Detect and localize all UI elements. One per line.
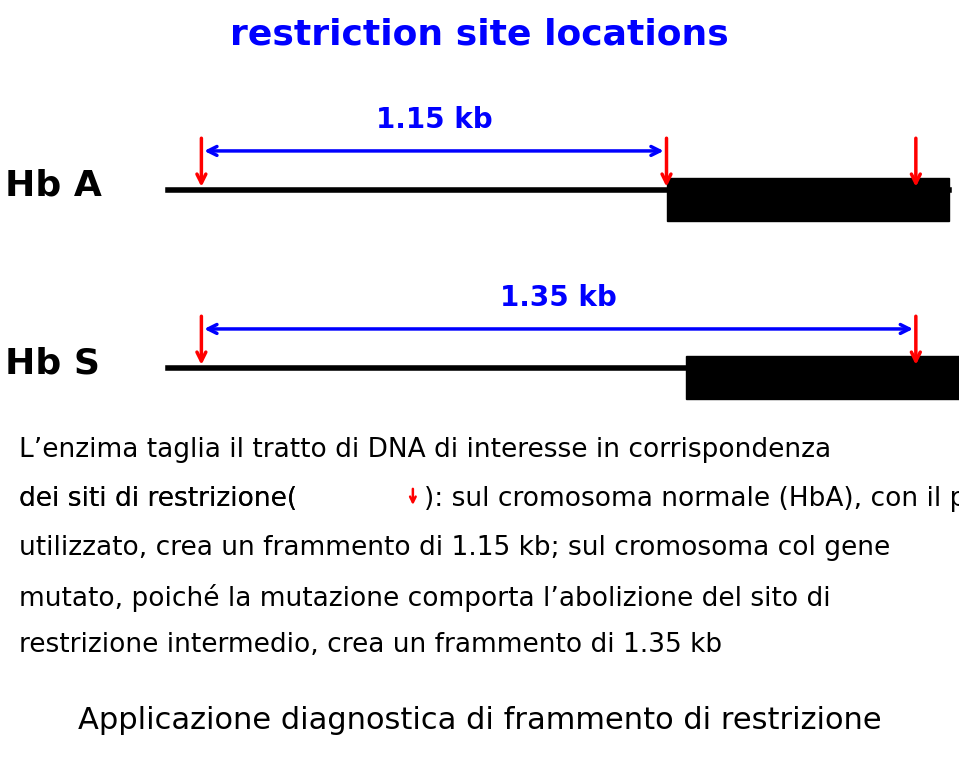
- Text: Hb S: Hb S: [5, 347, 100, 381]
- Text: restrizione intermedio, crea un frammento di 1.35 kb: restrizione intermedio, crea un framment…: [19, 632, 722, 659]
- Text: restriction site locations: restriction site locations: [230, 18, 729, 52]
- Text: 1.15 kb: 1.15 kb: [376, 106, 492, 134]
- Text: Hb A: Hb A: [5, 169, 102, 203]
- Text: utilizzato, crea un frammento di 1.15 kb; sul cromosoma col gene: utilizzato, crea un frammento di 1.15 kb…: [19, 535, 890, 561]
- Bar: [667, 178, 949, 221]
- Text: dei siti di restrizione(: dei siti di restrizione(: [19, 486, 297, 512]
- Text: dei siti di restrizione(: dei siti di restrizione(: [19, 486, 297, 512]
- Text: mutato, poiché la mutazione comporta l’abolizione del sito di: mutato, poiché la mutazione comporta l’a…: [19, 584, 830, 611]
- Text: L’enzima taglia il tratto di DNA di interesse in corrispondenza: L’enzima taglia il tratto di DNA di inte…: [19, 437, 831, 464]
- Bar: [686, 356, 959, 399]
- Text: 1.35 kb: 1.35 kb: [501, 284, 617, 312]
- Text: ): sul cromosoma normale (HbA), con il probe: ): sul cromosoma normale (HbA), con il p…: [425, 486, 959, 512]
- Text: Applicazione diagnostica di frammento di restrizione: Applicazione diagnostica di frammento di…: [78, 707, 881, 735]
